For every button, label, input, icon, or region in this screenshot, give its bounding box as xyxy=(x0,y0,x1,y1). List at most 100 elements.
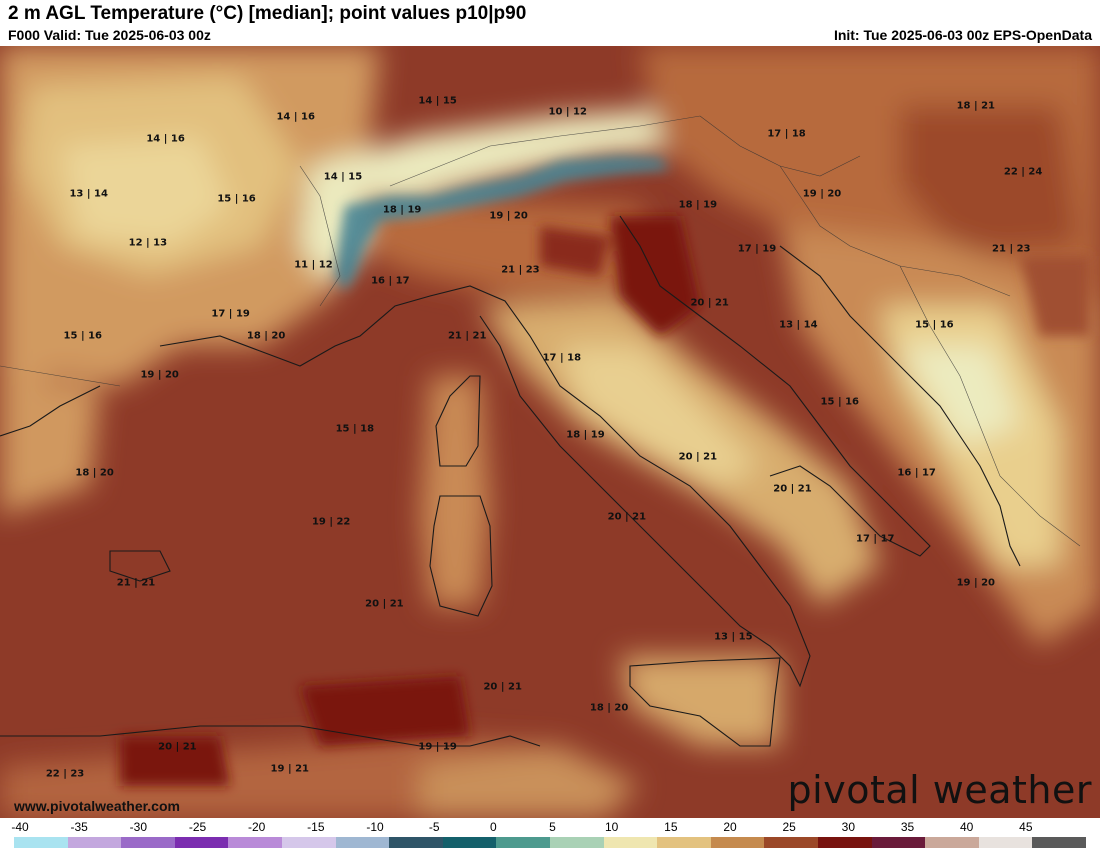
colorbar-segment xyxy=(603,837,658,848)
point-value-label: 13 | 14 xyxy=(69,188,108,200)
colorbar-segment xyxy=(121,837,175,848)
legend-tick-label: 5 xyxy=(549,820,556,834)
colorbar-segment xyxy=(710,837,765,848)
point-value-label: 15 | 16 xyxy=(217,193,256,205)
point-value-label: 21 | 21 xyxy=(116,577,156,589)
point-value-label: 19 | 20 xyxy=(489,210,528,222)
colorbar-segment xyxy=(925,837,979,848)
colorbar-segment xyxy=(1032,837,1086,848)
legend-tick-label: -10 xyxy=(366,820,384,834)
colorbar xyxy=(14,837,1086,848)
colorbar-segment xyxy=(978,837,1033,848)
colorbar-segment xyxy=(496,837,550,848)
point-value-label: 10 | 12 xyxy=(548,106,587,118)
point-value-label: 18 | 20 xyxy=(589,702,629,714)
point-value-label: 20 | 21 xyxy=(773,483,812,495)
coastlines xyxy=(0,215,1021,747)
point-value-label: 15 | 16 xyxy=(63,330,103,342)
point-value-label: 18 | 19 xyxy=(566,429,605,441)
legend-tick-label: -15 xyxy=(307,820,325,834)
point-value-label: 19 | 20 xyxy=(956,577,996,589)
colorbar-segment xyxy=(389,837,443,848)
color-legend: -40 -35 -30 -25 -20 -15 -10 -5 0 5 10 15 20 25 30 35 40 4… xyxy=(0,818,1100,850)
point-value-label: 17 | 19 xyxy=(211,308,250,320)
colorbar-segment xyxy=(174,837,229,848)
point-value-label: 11 | 12 xyxy=(294,259,333,271)
colorbar-segment xyxy=(871,837,926,848)
point-value-label: 18 | 20 xyxy=(75,467,114,479)
legend-tick-label: 0 xyxy=(489,820,497,834)
alpine-cold-band xyxy=(335,156,670,291)
point-value-label: 14 | 16 xyxy=(146,133,185,145)
legend-tick-label: -20 xyxy=(247,820,266,834)
legend-tick-label: 35 xyxy=(900,820,915,834)
point-value-label: 18 | 19 xyxy=(382,204,422,216)
point-value-label: 19 | 20 xyxy=(802,188,842,200)
point-value-label: 18 | 21 xyxy=(956,100,996,112)
colorbar-segment xyxy=(657,837,711,848)
legend-tick-label: -40 xyxy=(11,820,29,834)
valid-time: F000 Valid: Tue 2025-06-03 00z xyxy=(8,27,211,43)
point-value-label: 17 | 18 xyxy=(542,352,582,364)
legend-tick-label: 20 xyxy=(723,820,737,834)
point-value-label: 15 | 16 xyxy=(820,396,860,408)
legend-tick-label: 10 xyxy=(604,820,619,834)
colorbar-segment xyxy=(817,837,872,848)
point-value-label: 14 | 16 xyxy=(276,111,315,123)
borders xyxy=(0,115,1081,547)
point-value-label: 20 | 21 xyxy=(483,681,522,693)
website-label[interactable]: www.pivotalweather.com xyxy=(14,798,180,814)
point-value-label: 21 | 23 xyxy=(501,264,540,276)
point-value-label: 20 | 21 xyxy=(690,297,729,309)
colorbar-segment xyxy=(228,837,282,848)
point-value-label: 21 | 21 xyxy=(447,330,487,342)
legend-tick-label: 40 xyxy=(959,820,974,834)
point-value-label: 19 | 19 xyxy=(418,741,457,753)
point-value-label: 19 | 22 xyxy=(311,516,351,528)
map-canvas xyxy=(0,46,1100,818)
point-value-label: 16 | 17 xyxy=(371,275,410,287)
legend-tick-label: 30 xyxy=(841,820,856,834)
colorbar-segment xyxy=(549,837,604,848)
point-value-label: 22 | 24 xyxy=(1003,166,1043,178)
colorbar-segment xyxy=(67,837,122,848)
point-value-label: 16 | 17 xyxy=(897,467,936,479)
point-value-label: 21 | 23 xyxy=(992,243,1031,255)
pivotal-weather-logo: pivotal weather xyxy=(787,768,1092,812)
point-value-label: 14 | 15 xyxy=(418,95,457,107)
colorbar-segment xyxy=(442,837,497,848)
point-value-label: 19 | 20 xyxy=(140,369,179,380)
point-value-label: 22 | 23 xyxy=(45,768,85,780)
colorbar-segment xyxy=(281,837,336,848)
point-value-label: 12 | 13 xyxy=(128,237,168,249)
legend-tick-label: -30 xyxy=(129,820,147,834)
point-value-label: 17 | 19 xyxy=(737,243,777,255)
legend-tick-label: -5 xyxy=(428,820,440,834)
point-value-label: 20 | 21 xyxy=(365,598,404,610)
point-value-label: 15 | 18 xyxy=(335,423,375,435)
point-value-label: 14 | 15 xyxy=(323,171,363,183)
point-value-label: 17 | 18 xyxy=(767,128,806,140)
temperature-map[interactable]: 14 | 16 14 | 16 14 | 15 10 | 12 17 | 18 18 | … xyxy=(0,46,1100,818)
point-value-label: 20 | 21 xyxy=(607,511,647,523)
legend-tick-label: 15 xyxy=(664,820,678,834)
legend-tick-label: 45 xyxy=(1019,820,1033,834)
legend-tick-label: 25 xyxy=(782,820,796,834)
legend-tick-label: -25 xyxy=(188,820,207,834)
colorbar-segment xyxy=(335,837,390,848)
init-time: Init: Tue 2025-06-03 00z EPS-OpenData xyxy=(833,27,1092,43)
point-value-label: 17 | 17 xyxy=(856,533,895,545)
point-value-label: 15 | 16 xyxy=(915,319,954,331)
legend-tick-label: -35 xyxy=(70,820,88,834)
point-value-label: 18 | 20 xyxy=(246,330,286,342)
point-value-label: 18 | 19 xyxy=(678,199,718,211)
point-value-label: 19 | 21 xyxy=(270,763,310,775)
point-value-label: 20 | 21 xyxy=(158,741,197,753)
point-value-label: 13 | 14 xyxy=(779,319,818,331)
colorbar-segment xyxy=(14,837,68,848)
map-title: 2 m AGL Temperature (°C) [median]; point… xyxy=(8,3,527,24)
point-value-label: 13 | 15 xyxy=(714,631,753,643)
header: 2 m AGL Temperature (°C) [median]; point… xyxy=(0,0,1100,46)
colorbar-segment xyxy=(764,837,818,848)
point-value-label: 20 | 21 xyxy=(678,451,718,463)
